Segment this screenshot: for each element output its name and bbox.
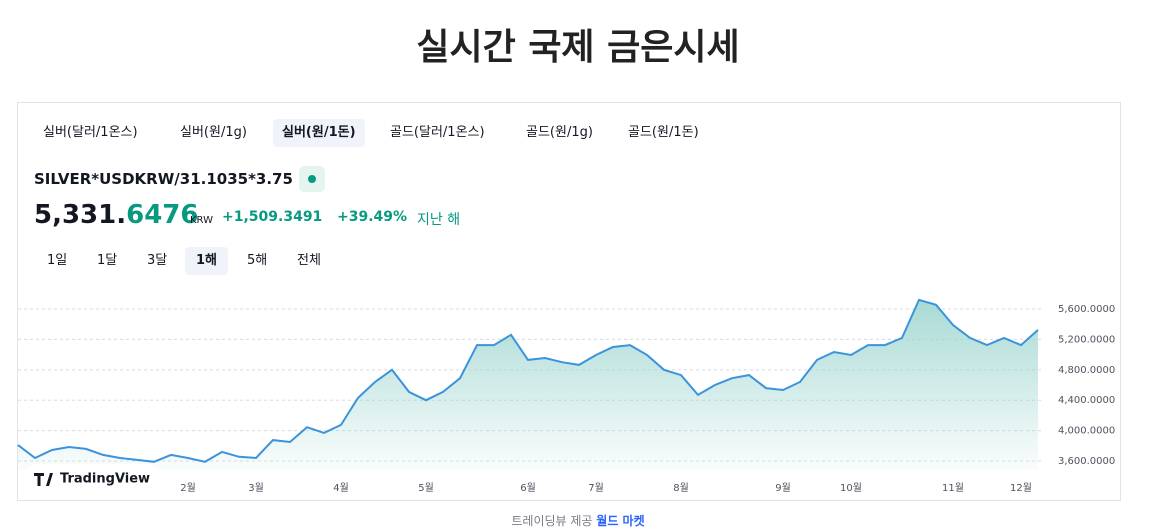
range-button[interactable]: 전체: [297, 253, 321, 268]
price-main: 5,331.: [34, 200, 127, 230]
brand-icon: [34, 473, 53, 486]
tab[interactable]: 골드(달러/1온스): [390, 125, 485, 140]
line: [17, 298, 1039, 463]
period: 지난 해: [417, 212, 461, 228]
y-tick-label: 5,600.0000: [1058, 304, 1115, 315]
change: +1,509.3491: [222, 209, 323, 225]
change-percent: +39.49%: [337, 209, 408, 225]
currency: KRW: [190, 215, 213, 226]
range-button[interactable]: 3달: [147, 253, 168, 268]
y-tick-label: 4,800.0000: [1058, 365, 1115, 376]
price-fraction: 6476: [126, 200, 199, 230]
footer-link[interactable]: 월드 마켓: [596, 514, 645, 528]
x-tick-label: 11월: [942, 482, 964, 494]
symbol: SILVER*USDKRW/31.1035*3.75: [34, 170, 293, 188]
x-tick-label: 6월: [520, 482, 536, 494]
x-tick-label: 7월: [588, 482, 604, 494]
brand-box: [27, 464, 155, 494]
footer: 트레이딩뷰 제공 월드 마켓: [0, 512, 1156, 529]
range-button[interactable]: 1달: [97, 253, 118, 268]
x-tick-label: 9월: [775, 482, 791, 494]
x-tick-label: 2월: [180, 482, 196, 494]
range-button[interactable]: 5해: [247, 253, 268, 268]
x-tick-label: 12월: [1010, 482, 1032, 494]
y-tick-label: 5,200.0000: [1058, 334, 1115, 345]
tab[interactable]: 골드(원/1g): [526, 125, 593, 140]
page-title: 실시간 국제 금은시세: [416, 27, 740, 68]
widget-card: [17, 102, 1121, 501]
range-button[interactable]: 1해: [185, 247, 229, 275]
x-tick-label: 8월: [673, 482, 689, 494]
y-tick-label: 3,600.0000: [1058, 456, 1115, 467]
tab[interactable]: 실버(원/1돈): [273, 119, 365, 147]
x-tick-label: 4월: [333, 482, 349, 494]
status-badge: [299, 166, 325, 192]
area: [18, 299, 1038, 470]
x-tick-label: 10월: [840, 482, 862, 494]
x-tick-label: 5월: [418, 482, 434, 494]
y-tick-label: 4,400.0000: [1058, 395, 1115, 406]
x-tick-label: 3월: [248, 482, 264, 494]
tab[interactable]: 실버(달러/1온스): [43, 125, 138, 140]
tab[interactable]: 실버(원/1g): [180, 125, 247, 140]
brand-name: TradingView: [60, 472, 150, 487]
y-tick-label: 4,000.0000: [1058, 426, 1115, 437]
tab[interactable]: 골드(원/1돈): [628, 125, 699, 140]
footer-prefix: 트레이딩뷰 제공: [511, 514, 593, 528]
range-button[interactable]: 1일: [47, 253, 68, 268]
price: 5,331.6476: [34, 200, 199, 230]
